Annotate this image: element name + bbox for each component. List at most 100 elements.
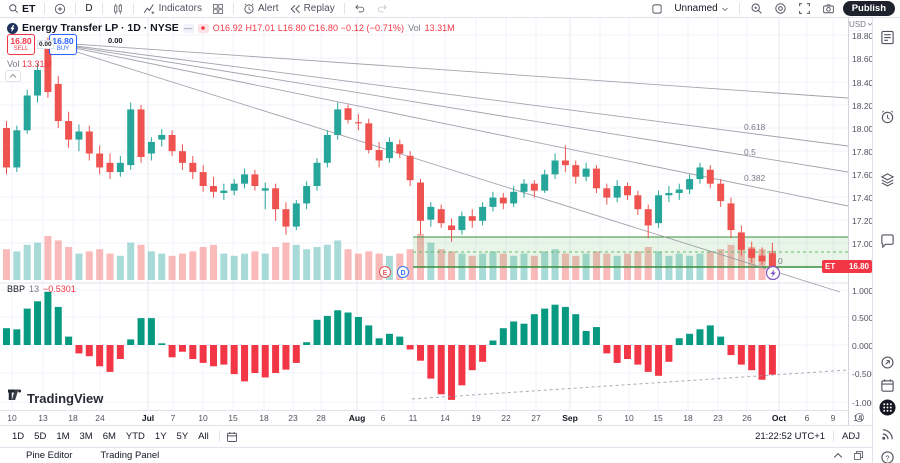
timezone-clock-icon[interactable]	[854, 412, 865, 425]
range-buttons: 1D 5D 1M 3M 6M YTD 1Y 5Y All	[8, 429, 213, 444]
layout-name-dropdown[interactable]: Unnamed	[671, 2, 731, 15]
date-label: 15	[653, 413, 663, 423]
candle-body	[13, 130, 21, 168]
watchlist-icon[interactable]	[878, 28, 896, 46]
candle-body	[427, 206, 435, 220]
volume-bar	[323, 244, 331, 280]
price-axis[interactable]: USD ET 16.80 18.80 18.60 18.40 18.20 18.00 17…	[822, 18, 872, 425]
symbol-search-button[interactable]: ET	[5, 2, 38, 16]
trend-line[interactable]	[44, 41, 848, 99]
chart-canvas[interactable]: 0.618 0.5 0.382 0 0.00 E D	[0, 18, 848, 410]
publish-button[interactable]: Publish	[842, 1, 895, 16]
help-icon[interactable]: ?	[878, 448, 896, 463]
clock-time[interactable]: 21:22:52 UTC+1	[755, 431, 826, 442]
candle-body	[96, 153, 104, 168]
indicators-button[interactable]: Indicators	[140, 2, 205, 16]
bottom-statusbar: Pine Editor Trading Panel	[0, 447, 872, 463]
bbp-bar	[624, 345, 631, 359]
currency-dropdown[interactable]: USD	[849, 18, 872, 31]
trend-line[interactable]	[44, 41, 848, 173]
panel-expand-button[interactable]	[833, 450, 843, 461]
candle-body	[385, 141, 393, 159]
redo-button[interactable]	[373, 2, 391, 15]
quick-search-button[interactable]	[747, 1, 766, 16]
bbp-bar	[334, 310, 342, 345]
date-label: 9	[830, 413, 836, 423]
range-button-5d[interactable]: 5D	[34, 431, 47, 442]
bbp-bar	[603, 345, 611, 354]
trend-line[interactable]	[44, 41, 841, 293]
candle-body	[530, 183, 538, 191]
record-target-button[interactable]	[771, 1, 790, 16]
volume-bar	[147, 251, 155, 280]
apps-menu-icon[interactable]	[878, 398, 896, 416]
trend-line[interactable]	[44, 41, 848, 207]
trend-line[interactable]	[44, 41, 848, 147]
event-marker-circle[interactable]	[379, 266, 391, 278]
bbp-trend-line[interactable]	[411, 369, 848, 400]
candle-body	[116, 162, 124, 173]
chart-type-button[interactable]	[109, 2, 127, 16]
broadcast-icon[interactable]	[878, 425, 896, 443]
snapshot-button[interactable]	[819, 2, 838, 16]
volume-bar	[13, 251, 21, 280]
range-button-6m[interactable]: 6M	[102, 431, 116, 442]
candle-body	[727, 203, 735, 231]
range-button-all[interactable]: All	[198, 431, 209, 442]
go-to-date-button[interactable]	[226, 431, 238, 443]
bbp-bar	[758, 345, 766, 380]
bbp-bar	[437, 345, 445, 395]
range-button-1y[interactable]: 1Y	[154, 431, 167, 442]
date-label: Aug	[348, 413, 366, 423]
legend-hide-icon[interactable]: —	[182, 23, 194, 33]
sell-label: SELL	[13, 45, 29, 52]
hotlist-icon[interactable]	[878, 353, 896, 371]
legend-title[interactable]: Energy Transfer LP · 1D · NYSE	[22, 22, 179, 34]
layout-button[interactable]	[648, 2, 666, 16]
alert-button[interactable]: Alert	[240, 2, 282, 16]
calendar-icon[interactable]	[878, 376, 896, 394]
tradingview-logo-icon	[8, 389, 23, 407]
legend-collapse-button[interactable]	[5, 70, 21, 82]
alerts-icon[interactable]	[878, 108, 896, 126]
range-button-1m[interactable]: 1M	[56, 431, 70, 442]
interval-button[interactable]: D	[82, 2, 95, 15]
volume-bar	[303, 249, 311, 280]
footer-tab-pine-editor[interactable]: Pine Editor	[26, 450, 73, 461]
volume-bar	[406, 249, 414, 280]
time-axis[interactable]: 10 13 18 24 Jul 7 10 15 18 23 28 Aug 6 11 14 19 22 27 Sep 5…	[0, 410, 863, 425]
volume-bar	[375, 253, 383, 280]
bbp-bar	[448, 345, 456, 400]
range-button-3m[interactable]: 3M	[79, 431, 93, 442]
range-button-5y[interactable]: 5Y	[176, 431, 189, 442]
bbp-bar	[696, 329, 704, 345]
panel-restore-button[interactable]	[853, 450, 864, 461]
compare-button[interactable]	[51, 2, 69, 16]
price-tick-label: 18.00	[852, 124, 872, 134]
chat-icon[interactable]	[878, 231, 896, 249]
bbp-bar	[499, 328, 507, 345]
fullscreen-button[interactable]	[795, 1, 814, 16]
event-marker-circle[interactable]	[397, 266, 409, 278]
range-toolbar: 1D 5D 1M 3M 6M YTD 1Y 5Y All 21:22:52 UTC+1 ADJ	[0, 425, 872, 447]
buy-price: 16.80	[52, 36, 74, 47]
volume-bar	[665, 255, 673, 280]
quick-search-icon	[750, 2, 763, 15]
undo-button[interactable]	[351, 2, 369, 15]
replay-button[interactable]: Replay	[286, 2, 338, 16]
tradingview-watermark: TradingView	[8, 389, 103, 407]
legend-flag-icon[interactable]	[197, 23, 209, 33]
object-tree-icon[interactable]	[878, 170, 896, 188]
bbp-legend[interactable]: BBP 13 −0.5301	[7, 284, 76, 294]
footer-tab-trading-panel[interactable]: Trading Panel	[100, 450, 160, 461]
sell-button[interactable]: 16.80 SELL	[7, 34, 35, 55]
range-button-1d[interactable]: 1D	[12, 431, 25, 442]
range-button-ytd[interactable]: YTD	[125, 431, 145, 442]
adj-toggle[interactable]: ADJ	[842, 431, 860, 442]
date-label: 10	[7, 413, 17, 423]
indicator-templates-button[interactable]	[209, 2, 227, 16]
bbp-bar	[572, 314, 580, 345]
volume-bar	[396, 253, 404, 280]
volume-value: 13.31M	[22, 59, 53, 69]
price-tick-label: 17.20	[852, 216, 872, 226]
